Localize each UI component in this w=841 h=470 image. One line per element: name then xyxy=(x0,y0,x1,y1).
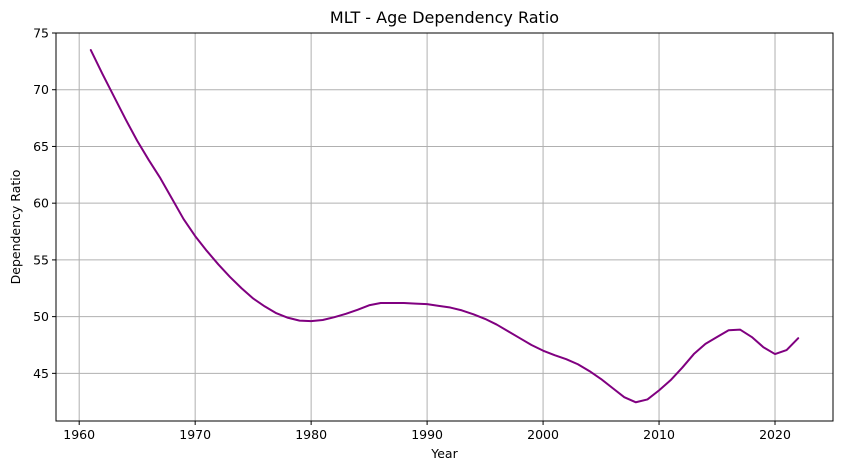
dependency-ratio-line xyxy=(89,49,800,404)
y-tick-label: 45 xyxy=(33,366,49,381)
x-tick-label: 1970 xyxy=(179,427,211,442)
y-tick-label: 65 xyxy=(33,139,49,154)
y-tick-label: 55 xyxy=(33,252,49,267)
y-tick-label: 60 xyxy=(33,196,49,211)
x-tick-label: 1990 xyxy=(411,427,443,442)
x-tick-label: 2000 xyxy=(527,427,559,442)
grid-lines xyxy=(56,32,833,421)
x-tick-label: 2010 xyxy=(643,427,675,442)
y-axis-ticks: 45 50 55 60 65 70 75 xyxy=(33,26,56,381)
plot-frame xyxy=(55,32,834,422)
chart-title: MLT - Age Dependency Ratio xyxy=(330,8,559,27)
data-series xyxy=(89,49,800,404)
y-axis-label: Dependency Ratio xyxy=(8,170,23,285)
y-tick-label: 70 xyxy=(33,82,49,97)
x-tick-label: 1960 xyxy=(63,427,95,442)
y-tick-label: 75 xyxy=(33,26,49,41)
x-tick-label: 2020 xyxy=(759,427,791,442)
x-axis-label: Year xyxy=(430,446,458,461)
x-tick-label: 1980 xyxy=(295,427,327,442)
x-axis-ticks: 1960 1970 1980 1990 2000 2010 2020 xyxy=(63,421,791,442)
y-tick-label: 50 xyxy=(33,309,49,324)
